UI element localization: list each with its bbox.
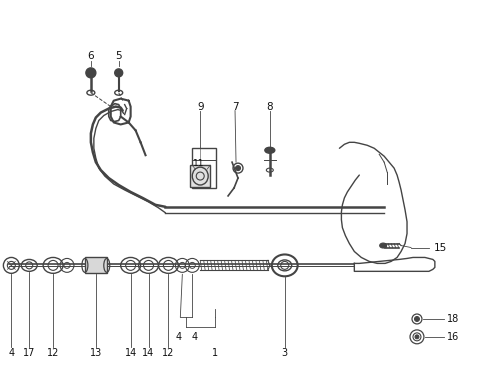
Text: 4: 4: [8, 348, 14, 358]
Text: 9: 9: [197, 101, 204, 111]
Bar: [190, 165, 210, 187]
Circle shape: [415, 335, 419, 339]
Text: 17: 17: [23, 348, 36, 358]
Text: 7: 7: [232, 101, 239, 111]
Text: 3: 3: [282, 348, 288, 358]
Text: 6: 6: [87, 51, 94, 61]
Ellipse shape: [265, 147, 275, 153]
Circle shape: [236, 166, 240, 170]
Text: 14: 14: [124, 348, 137, 358]
Text: 12: 12: [162, 348, 175, 358]
Circle shape: [86, 68, 96, 78]
Text: 11: 11: [192, 159, 204, 168]
Text: 14: 14: [143, 348, 155, 358]
Text: 4: 4: [175, 332, 181, 342]
Text: 12: 12: [47, 348, 59, 358]
Text: 13: 13: [90, 348, 102, 358]
Circle shape: [115, 69, 123, 77]
Text: 8: 8: [266, 101, 273, 111]
Text: 18: 18: [447, 314, 459, 324]
Bar: [192, 148, 216, 188]
Text: 15: 15: [434, 242, 447, 252]
Text: 4: 4: [191, 332, 197, 342]
Text: 1: 1: [212, 348, 218, 358]
Ellipse shape: [380, 243, 387, 248]
Text: 5: 5: [115, 51, 122, 61]
Bar: [85, 258, 107, 273]
Circle shape: [415, 317, 420, 321]
Text: 16: 16: [447, 332, 459, 342]
